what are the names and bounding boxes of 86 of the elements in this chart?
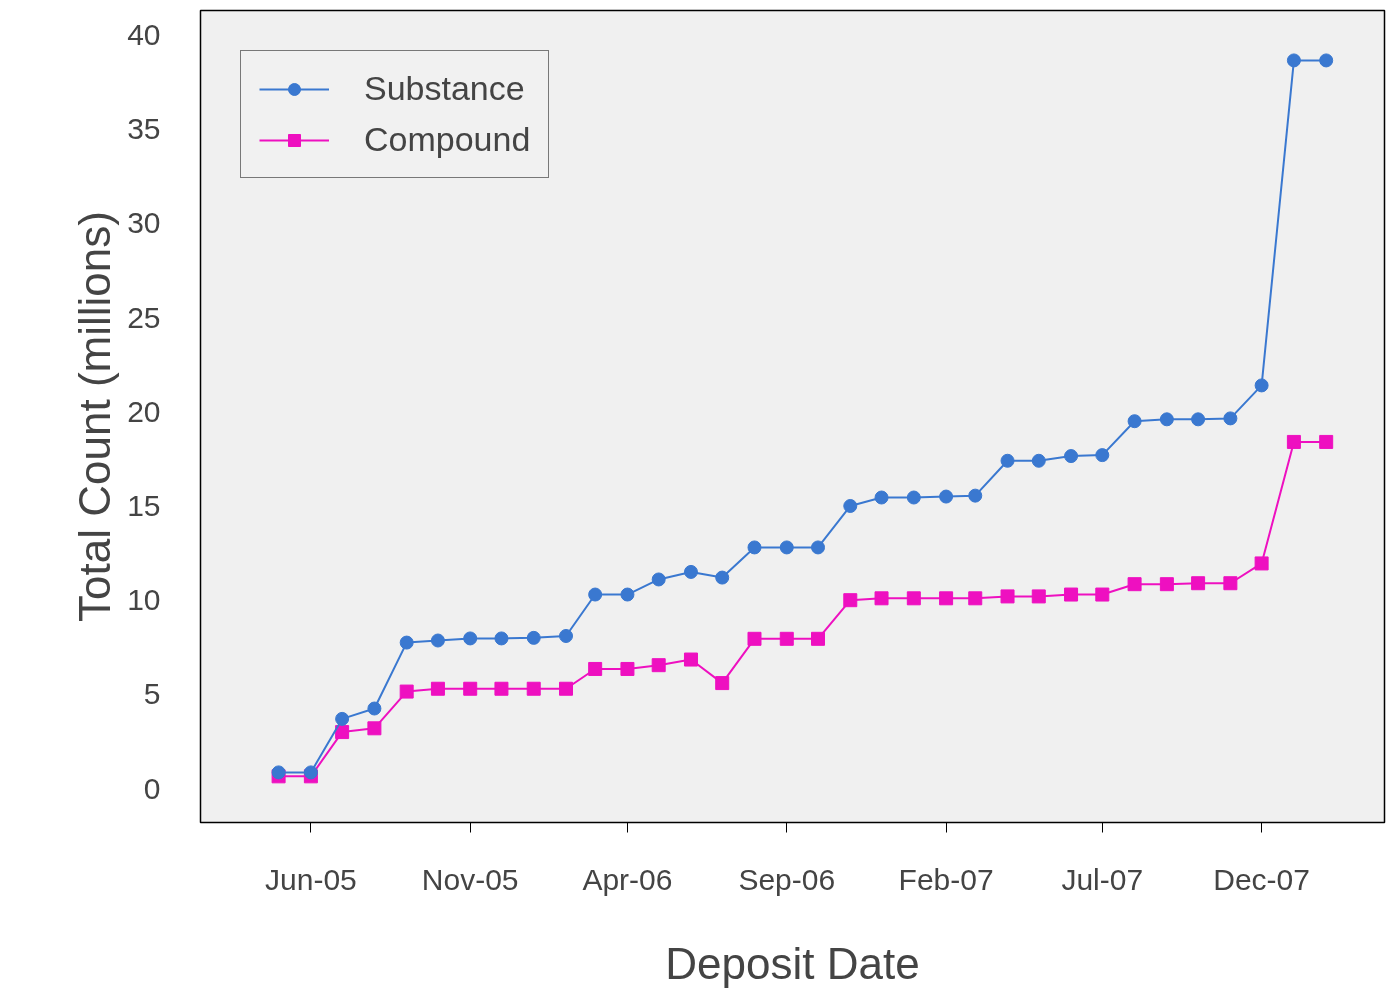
point [843,593,858,608]
point [399,684,414,699]
point [651,572,666,587]
y-tick-label: 35 [127,112,161,146]
point [1064,449,1079,464]
point [939,489,954,504]
point [1127,577,1142,592]
x-tick-label: Jun-05 [265,862,357,896]
y-tick-label: 20 [127,394,161,428]
y-tick-label: 40 [127,17,161,51]
x-tick-label: Dec-07 [1213,862,1310,896]
point [1254,556,1269,571]
point [874,591,889,606]
point [747,540,762,555]
point [588,661,603,676]
point [906,591,921,606]
point [1000,453,1015,468]
point [463,631,478,646]
point [620,587,635,602]
point [620,661,635,676]
x-tick-label: Feb-07 [898,862,994,896]
point [1031,453,1046,468]
point [399,635,414,650]
legend-label: Compound [364,120,531,159]
point [651,658,666,673]
point [1127,414,1142,429]
point [1159,577,1174,592]
point [1191,576,1206,591]
legend-label: Substance [364,69,525,108]
point [843,499,858,513]
y-tick-label: 5 [143,677,161,711]
point [1031,589,1046,604]
y-axis-title: Total Count (millions) [70,211,120,622]
x-tick-label: Jul-07 [1061,862,1144,896]
y-tick-label: 15 [127,488,161,522]
point [1159,412,1174,427]
point [367,721,382,736]
point [335,725,350,740]
point [779,540,794,555]
point [588,587,603,602]
x-tick-label: Sep-06 [738,862,836,896]
point [715,570,730,585]
point [463,681,478,696]
point [1095,448,1110,463]
point [1223,576,1238,591]
point [683,564,698,579]
point [968,591,983,606]
point [747,631,762,646]
point [1319,53,1334,68]
point [1319,434,1334,449]
point [526,630,541,645]
point [1254,378,1269,393]
point [494,631,509,646]
x-tick-label: Apr-06 [582,862,673,896]
point [779,631,794,646]
point [1286,434,1301,449]
x-axis-title: Deposit Date [665,938,920,988]
point [559,629,574,643]
y-tick-label: 25 [127,300,161,334]
point [968,488,983,503]
y-tick-label: 30 [127,206,161,240]
point [559,681,574,696]
point [811,540,826,555]
point [811,631,826,646]
point [683,652,698,667]
x-tick-label: Nov-05 [421,862,519,896]
point [303,765,318,780]
point [526,681,541,696]
point [874,490,889,505]
point [1223,411,1238,426]
point [271,765,286,780]
point [715,676,730,691]
point [1095,587,1110,602]
y-tick-label: 10 [127,583,161,617]
point [1286,53,1301,68]
point [430,633,445,648]
point [494,681,509,696]
y-tick-label: 0 [143,771,161,805]
point [906,490,921,505]
point [335,711,350,726]
point [1000,589,1015,604]
point [1064,587,1079,602]
point [367,701,382,716]
point [939,591,954,606]
point [430,681,445,696]
point [1191,412,1206,427]
